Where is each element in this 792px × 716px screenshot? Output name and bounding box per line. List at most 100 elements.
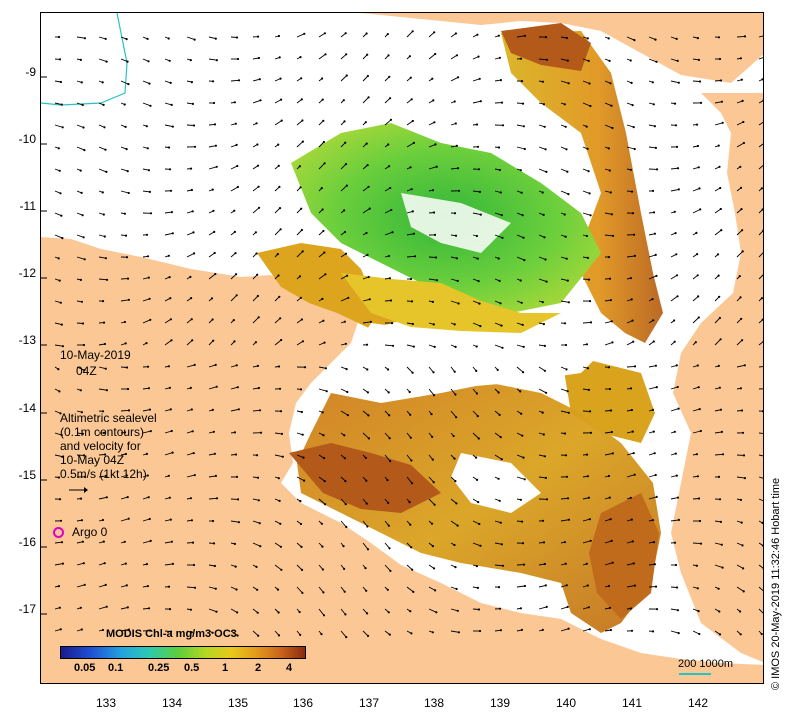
- velocity-arrowhead: [457, 189, 461, 192]
- velocity-arrow: [230, 186, 239, 192]
- velocity-arrowhead: [366, 634, 370, 638]
- map-canvas[interactable]: [41, 13, 764, 684]
- velocity-arrowhead: [278, 207, 282, 210]
- velocity-arrowhead: [387, 254, 390, 258]
- velocity-arrow: [736, 35, 746, 38]
- velocity-arrowhead: [147, 276, 150, 279]
- velocity-arrowhead: [633, 473, 636, 476]
- map-frame[interactable]: [40, 12, 764, 684]
- velocity-arrowhead: [675, 274, 679, 277]
- velocity-arrowhead: [434, 589, 437, 592]
- velocity-arrowhead: [586, 584, 589, 587]
- velocity-arrowhead: [607, 474, 611, 478]
- velocity-arrowhead: [170, 339, 173, 342]
- velocity-arrow: [98, 475, 106, 478]
- velocity-arrowhead: [83, 37, 86, 40]
- velocity-arrowhead: [237, 521, 240, 524]
- velocity-arrowhead: [388, 547, 391, 550]
- velocity-arrowhead: [719, 79, 723, 82]
- velocity-arrow: [670, 408, 679, 412]
- velocity-arrowhead: [412, 141, 415, 144]
- velocity-arrowhead: [280, 98, 283, 101]
- velocity-arrow: [340, 388, 348, 393]
- velocity-arrowhead: [235, 143, 238, 146]
- velocity-arrowhead: [170, 103, 173, 106]
- velocity-arrow: [98, 168, 107, 173]
- velocity-arrowhead: [211, 519, 215, 523]
- velocity-arrowhead: [453, 543, 456, 547]
- velocity-arrowhead: [677, 632, 680, 635]
- velocity-arrow: [560, 58, 568, 62]
- velocity-arrow: [340, 297, 349, 302]
- velocity-arrowhead: [303, 32, 306, 35]
- velocity-arrowhead: [588, 300, 592, 303]
- cloud-4: [371, 83, 501, 133]
- velocity-arrowhead: [169, 318, 172, 321]
- velocity-arrowhead: [211, 408, 214, 411]
- velocity-arrowhead: [655, 386, 658, 389]
- velocity-arrowhead: [300, 318, 303, 321]
- velocity-arrowhead: [167, 146, 171, 149]
- cloud-3: [451, 453, 541, 513]
- velocity-arrow: [758, 564, 763, 569]
- velocity-arrowhead: [104, 37, 107, 40]
- lon-tick-label: 140: [555, 696, 577, 710]
- velocity-arrowhead: [148, 190, 151, 193]
- velocity-arrowhead: [366, 548, 370, 551]
- velocity-arrowhead: [741, 250, 744, 253]
- velocity-arrowhead: [717, 144, 720, 147]
- velocity-arrow: [670, 274, 678, 280]
- velocity-arrowhead: [167, 37, 170, 40]
- velocity-arrowhead: [320, 633, 323, 636]
- velocity-arrow: [560, 168, 568, 173]
- velocity-arrowhead: [586, 147, 589, 150]
- velocity-arrowhead: [126, 606, 129, 609]
- velocity-arrowhead: [520, 80, 524, 83]
- velocity-arrowhead: [276, 253, 279, 256]
- velocity-arrowhead: [321, 98, 324, 101]
- velocity-arrowhead: [586, 37, 589, 40]
- velocity-arrowhead: [545, 280, 548, 283]
- velocity-arrow: [516, 35, 525, 38]
- velocity-arrowhead: [411, 30, 414, 33]
- velocity-arrowhead: [102, 431, 106, 434]
- velocity-arrow: [406, 233, 414, 236]
- velocity-arrowhead: [300, 228, 303, 232]
- cloud-2: [401, 193, 511, 253]
- velocity-arrowhead: [298, 610, 301, 614]
- velocity-arrow: [538, 476, 546, 479]
- velocity-arrow: [714, 338, 721, 346]
- velocity-arrowhead: [477, 608, 481, 611]
- velocity-arrowhead: [413, 255, 417, 258]
- velocity-arrowhead: [59, 412, 62, 415]
- velocity-arrowhead: [369, 320, 372, 323]
- velocity-arrow: [98, 388, 107, 391]
- velocity-arrowhead: [277, 634, 281, 637]
- velocity-arrowhead: [476, 145, 480, 148]
- velocity-arrow: [274, 120, 282, 126]
- velocity-arrowhead: [522, 563, 526, 566]
- velocity-arrowhead: [742, 590, 745, 593]
- velocity-arrow: [164, 452, 173, 456]
- velocity-arrowhead: [608, 387, 612, 391]
- velocity-arrowhead: [453, 100, 456, 103]
- velocity-arrowhead: [631, 104, 634, 107]
- velocity-arrow: [626, 36, 635, 41]
- velocity-arrowhead: [343, 590, 346, 593]
- velocity-arrowhead: [739, 165, 742, 168]
- velocity-arrow: [54, 124, 63, 128]
- velocity-arrow: [472, 542, 481, 547]
- velocity-arrow: [142, 298, 150, 302]
- velocity-arrowhead: [324, 273, 327, 276]
- velocity-arrowhead: [278, 56, 281, 59]
- velocity-arrow: [164, 232, 173, 236]
- velocity-arrow: [186, 339, 193, 346]
- velocity-arrowhead: [301, 340, 305, 343]
- velocity-arrowhead: [563, 432, 567, 435]
- velocity-arrowhead: [477, 280, 480, 283]
- velocity-arrowhead: [610, 320, 613, 323]
- velocity-arrowhead: [300, 98, 303, 101]
- velocity-arrow: [758, 274, 763, 280]
- velocity-arrowhead: [476, 415, 479, 418]
- velocity-arrowhead: [432, 481, 435, 484]
